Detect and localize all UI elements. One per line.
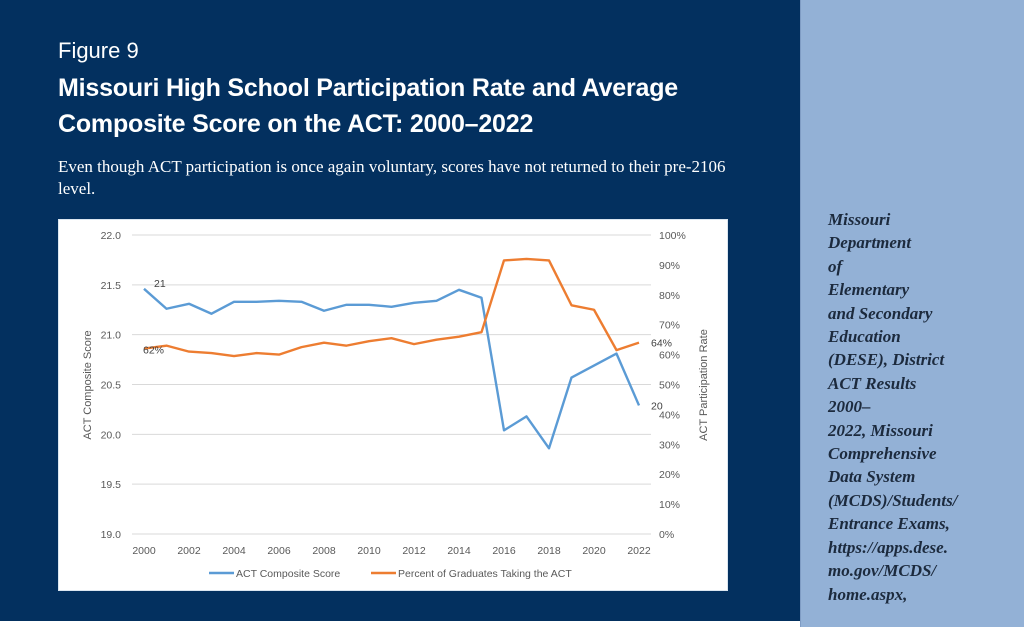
right-axis-tick-label: 90% bbox=[659, 260, 680, 272]
data-label: 64% bbox=[651, 338, 672, 350]
right-axis-tick-label: 20% bbox=[659, 469, 680, 481]
data-label: 62% bbox=[143, 345, 164, 357]
right-axis-tick-label: 30% bbox=[659, 439, 680, 451]
x-axis-tick-label: 2022 bbox=[627, 545, 651, 557]
left-axis-tick-label: 19.5 bbox=[101, 479, 122, 491]
x-axis-tick-label: 2002 bbox=[177, 545, 201, 557]
gridlines bbox=[132, 234, 651, 535]
series-line-participation-rate bbox=[143, 257, 640, 358]
right-axis-ticks: 0% 10% 20% 30% 40% 50% 60% 70% 80% 90% 100% bbox=[659, 230, 686, 541]
x-axis-tick-label: 2010 bbox=[357, 545, 381, 557]
right-axis-title: ACT Participation Rate bbox=[698, 329, 710, 441]
x-axis-tick-label: 2000 bbox=[132, 545, 156, 557]
right-axis-tick-label: 70% bbox=[659, 320, 680, 332]
x-axis-tick-label: 2008 bbox=[312, 545, 336, 557]
figure-label: Figure 9 bbox=[58, 38, 139, 63]
x-axis-tick-label: 2012 bbox=[402, 545, 426, 557]
legend: ACT Composite Score Percent of Graduates … bbox=[209, 568, 572, 580]
source-panel bbox=[800, 0, 1024, 627]
data-label: 20 bbox=[651, 400, 663, 412]
x-axis-ticks: 2000 2002 2004 2006 2008 2010 2012 2014 2016 2018… bbox=[132, 545, 651, 557]
right-axis-tick-label: 60% bbox=[659, 350, 680, 362]
line-chart: 19.0 19.5 20.0 20.5 21.0 21.5 22.0 0% 10% 20% 30%… bbox=[82, 230, 710, 580]
right-axis-tick-label: 80% bbox=[659, 290, 680, 302]
x-axis-tick-label: 2014 bbox=[447, 545, 471, 557]
x-axis-tick-label: 2018 bbox=[537, 545, 561, 557]
left-axis-tick-label: 22.0 bbox=[101, 230, 122, 242]
left-axis-tick-label: 19.0 bbox=[101, 529, 122, 541]
series bbox=[143, 257, 641, 450]
left-axis-tick-label: 20.5 bbox=[101, 380, 122, 392]
right-axis-tick-label: 40% bbox=[659, 409, 680, 421]
left-axis-tick-label: 20.0 bbox=[101, 429, 122, 441]
right-axis-tick-label: 10% bbox=[659, 499, 680, 511]
left-axis-tick-label: 21.0 bbox=[101, 330, 122, 342]
right-axis-tick-label: 0% bbox=[659, 529, 674, 541]
data-labels: 21 20 62% 64% bbox=[143, 278, 672, 413]
right-axis-tick-label: 100% bbox=[659, 230, 686, 242]
x-axis-tick-label: 2006 bbox=[267, 545, 291, 557]
left-axis-ticks: 19.0 19.5 20.0 20.5 21.0 21.5 22.0 bbox=[101, 230, 122, 541]
right-axis-tick-label: 50% bbox=[659, 380, 680, 392]
legend-label: Percent of Graduates Taking the ACT bbox=[398, 568, 572, 580]
legend-label: ACT Composite Score bbox=[236, 568, 340, 580]
x-axis-tick-label: 2004 bbox=[222, 545, 246, 557]
x-axis-tick-label: 2016 bbox=[492, 545, 516, 557]
chart-area: 19.0 19.5 20.0 20.5 21.0 21.5 22.0 0% 10% 20% 30%… bbox=[58, 219, 728, 591]
left-axis-tick-label: 21.5 bbox=[101, 280, 122, 292]
left-axis-title: ACT Composite Score bbox=[82, 330, 94, 439]
series-line-act-composite-score bbox=[143, 287, 641, 450]
source-citation: Missouri Department of Elementary and Se… bbox=[828, 210, 958, 604]
figure-title: Missouri High School Participation Rate … bbox=[58, 74, 679, 138]
data-label: 21 bbox=[154, 278, 166, 290]
x-axis-tick-label: 2020 bbox=[582, 545, 606, 557]
figure-subtitle: Even though ACT participation is once ag… bbox=[58, 157, 726, 198]
